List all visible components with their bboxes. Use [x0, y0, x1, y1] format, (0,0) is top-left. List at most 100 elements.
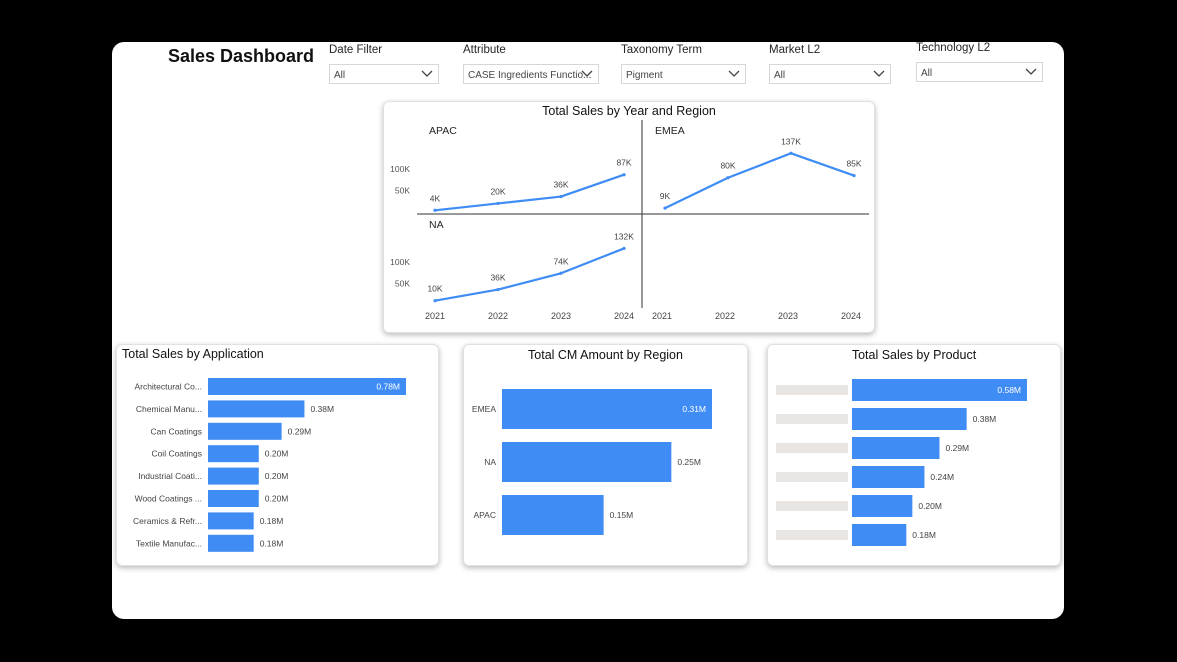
- bar: [852, 408, 967, 430]
- page-title: Sales Dashboard: [168, 46, 315, 66]
- data-label: 0.29M: [946, 443, 970, 453]
- data-label: 36K: [553, 180, 568, 190]
- data-label: 0.29M: [288, 426, 312, 436]
- category-label: Coil Coatings: [151, 449, 202, 459]
- slicer-dropdown[interactable]: All: [329, 64, 439, 84]
- bar: [208, 445, 259, 463]
- data-label: 0.18M: [912, 530, 936, 540]
- date-filter-slicer[interactable]: Date Filter All: [329, 44, 439, 84]
- series-line-segment: [433, 288, 500, 302]
- chart-title: Total Sales by Application: [122, 347, 264, 361]
- series-line-segment: [663, 176, 730, 210]
- data-label: 0.78M: [376, 382, 400, 392]
- series-line-segment: [496, 195, 563, 205]
- y-tick-label: 100K: [390, 257, 410, 267]
- data-label: 0.18M: [260, 538, 284, 548]
- slicer-value: All: [921, 68, 933, 79]
- x-tick-label: 2024: [614, 311, 634, 321]
- data-label: 132K: [614, 231, 634, 241]
- sales-by-application-visual[interactable]: Total Sales by Application Architectural…: [116, 344, 439, 566]
- bar: [208, 534, 254, 552]
- chevron-down-icon: [873, 70, 885, 77]
- x-tick-label: 2023: [778, 311, 798, 321]
- sales-by-product-visual[interactable]: Total Sales by Product 0.58M 0.38M 0.29M 0.…: [767, 344, 1061, 566]
- slicer-value: All: [774, 70, 786, 81]
- market-l2-slicer[interactable]: Market L2 All: [769, 44, 891, 84]
- category-label: Can Coatings: [150, 426, 202, 436]
- data-point: [852, 173, 856, 178]
- data-point: [663, 206, 667, 210]
- category-label: [776, 530, 848, 540]
- x-tick-label: 2021: [425, 311, 445, 321]
- bar: [852, 495, 913, 517]
- data-label: 0.20M: [265, 494, 289, 504]
- data-label: 0.20M: [265, 471, 289, 481]
- bar: [208, 378, 406, 395]
- series-line-segment: [559, 173, 626, 198]
- region-bar-chart: EMEA 0.31M NA 0.25M APAC 0.15M: [472, 389, 712, 535]
- data-label: 0.24M: [930, 472, 954, 482]
- bar: [502, 389, 712, 429]
- data-label: 36K: [490, 273, 505, 283]
- chevron-down-icon: [728, 70, 740, 77]
- data-point: [726, 176, 730, 180]
- slicer-label: Taxonomy Term: [621, 44, 702, 56]
- technology-l2-slicer[interactable]: Technology L2 All: [916, 42, 1043, 82]
- data-point: [559, 194, 563, 199]
- chevron-down-icon: [1025, 68, 1037, 75]
- cm-amount-by-region-visual[interactable]: Total CM Amount by Region EMEA 0.31M NA 0.2…: [463, 344, 748, 566]
- product-bar-chart: 0.58M 0.38M 0.29M 0.24M 0.20M 0.18M: [776, 379, 1027, 546]
- small-multiples-line-chart: APAC 100K 50K 4K 20K 36K 87K EMEA 9K 80K 137K 85K NA…: [390, 120, 869, 321]
- data-point: [496, 287, 500, 292]
- category-label: Industrial Coati...: [138, 471, 202, 481]
- data-point: [433, 208, 437, 212]
- bar: [852, 437, 940, 459]
- bar: [502, 442, 672, 482]
- data-label: 0.25M: [677, 457, 701, 467]
- data-point: [789, 151, 793, 155]
- application-bar-chart: Architectural Co... 0.78M Chemical Manu...…: [133, 378, 406, 552]
- data-label: 4K: [430, 193, 441, 203]
- category-label: Chemical Manu...: [136, 404, 202, 414]
- sales-by-year-region-visual[interactable]: Total Sales by Year and Region APAC 100K 5…: [383, 101, 875, 333]
- data-point: [622, 173, 626, 177]
- slicer-dropdown[interactable]: All: [916, 62, 1043, 82]
- x-tick-label: 2022: [715, 311, 735, 321]
- attribute-slicer[interactable]: Attribute CASE Ingredients Functio...: [463, 44, 599, 84]
- slicer-dropdown[interactable]: All: [769, 64, 891, 84]
- category-label: NA: [484, 457, 496, 467]
- bar: [852, 466, 925, 488]
- category-label: [776, 385, 848, 395]
- slicer-value: Pigment: [626, 70, 663, 81]
- panel-label: EMEA: [655, 125, 685, 137]
- chart-title: Total CM Amount by Region: [528, 348, 683, 362]
- data-label: 137K: [781, 136, 801, 146]
- chevron-down-icon: [581, 70, 593, 77]
- data-label: 85K: [846, 159, 861, 169]
- y-tick-label: 100K: [390, 164, 410, 174]
- bar: [208, 490, 259, 507]
- chart-title: Total Sales by Product: [851, 348, 977, 362]
- y-tick-label: 50K: [395, 186, 410, 196]
- x-tick-label: 2022: [488, 311, 508, 321]
- category-label: Architectural Co...: [134, 382, 202, 392]
- data-label: 10K: [427, 284, 442, 294]
- data-point: [622, 246, 626, 251]
- data-label: 0.20M: [265, 449, 289, 459]
- y-tick-label: 50K: [395, 279, 410, 289]
- data-label: 0.31M: [682, 404, 706, 414]
- category-label: [776, 414, 848, 424]
- category-label: APAC: [473, 510, 496, 520]
- slicer-dropdown[interactable]: Pigment: [621, 64, 746, 84]
- series-line-segment: [433, 202, 500, 212]
- chart-title: Total Sales by Year and Region: [542, 104, 716, 118]
- taxonomy-term-slicer[interactable]: Taxonomy Term Pigment: [621, 44, 746, 84]
- panel-label: APAC: [429, 125, 457, 137]
- slicer-label: Market L2: [769, 44, 821, 56]
- data-label: 0.38M: [310, 404, 334, 414]
- slicer-dropdown[interactable]: CASE Ingredients Functio...: [463, 64, 599, 84]
- series-line-segment: [559, 247, 626, 275]
- series-line-segment: [726, 152, 793, 179]
- panel-label: NA: [429, 219, 444, 231]
- data-label: 0.15M: [610, 510, 634, 520]
